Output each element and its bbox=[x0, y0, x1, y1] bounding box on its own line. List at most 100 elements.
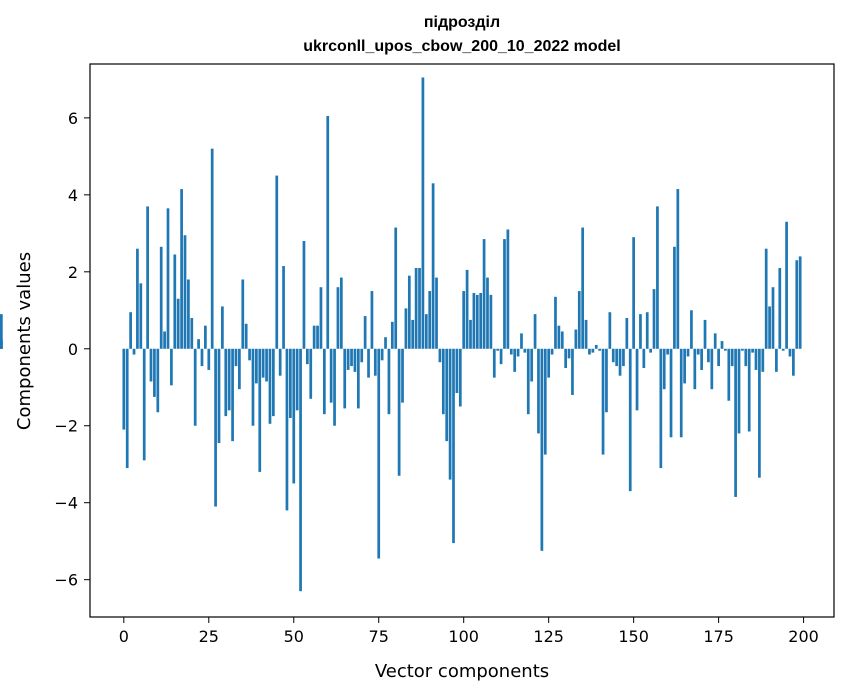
bar-172 bbox=[707, 348, 710, 363]
bar-196 bbox=[788, 348, 792, 357]
bar-123 bbox=[540, 348, 544, 551]
bar-194 bbox=[781, 348, 785, 351]
bar-10 bbox=[156, 348, 160, 413]
y-axis-ticks: −6 −4 −2 0 2 4 6 bbox=[54, 109, 90, 590]
x-axis-ticks: 0 25 50 75 100 125 150 175 200 bbox=[119, 617, 819, 646]
bar-141 bbox=[601, 348, 605, 455]
bar-157 bbox=[656, 206, 659, 349]
bar-undefined bbox=[0, 339, 3, 349]
bar-99 bbox=[458, 348, 462, 407]
bar-177 bbox=[724, 348, 727, 351]
bar-66 bbox=[346, 348, 350, 370]
bar-133 bbox=[574, 329, 578, 349]
bar-54 bbox=[305, 348, 309, 365]
bar-60 bbox=[326, 115, 330, 349]
bar-101 bbox=[465, 269, 469, 349]
bar-26 bbox=[210, 148, 214, 349]
bar-139 bbox=[594, 344, 598, 349]
y-tick-label: 0 bbox=[68, 340, 78, 359]
bar-19 bbox=[187, 279, 190, 349]
bar-82 bbox=[401, 348, 404, 403]
bar-25 bbox=[207, 348, 211, 370]
x-tick-label: 0 bbox=[119, 627, 129, 646]
bar-191 bbox=[771, 287, 775, 349]
bar-65 bbox=[343, 348, 347, 409]
bar-77 bbox=[384, 337, 387, 349]
bar-148 bbox=[625, 317, 629, 349]
bar-120 bbox=[530, 348, 534, 382]
bar-132 bbox=[571, 348, 574, 395]
bar-178 bbox=[727, 348, 731, 401]
bar-3 bbox=[132, 348, 136, 355]
bar-83 bbox=[404, 308, 408, 349]
bar-28 bbox=[217, 348, 221, 444]
plot-area-frame bbox=[89, 63, 835, 618]
bar-96 bbox=[448, 348, 452, 480]
bar-127 bbox=[554, 296, 557, 349]
bar-42 bbox=[265, 348, 268, 382]
bar-125 bbox=[547, 348, 551, 378]
bar-163 bbox=[676, 189, 680, 349]
bar-80 bbox=[394, 227, 398, 349]
bar-164 bbox=[679, 348, 683, 438]
bar-185 bbox=[751, 348, 754, 353]
bar-43 bbox=[268, 348, 272, 424]
bar-168 bbox=[693, 348, 697, 390]
bar-58 bbox=[319, 287, 323, 349]
bar-0 bbox=[122, 348, 126, 430]
bar-90 bbox=[428, 291, 432, 349]
bar-32 bbox=[231, 348, 234, 442]
chart-title-line-1: підрозділ bbox=[424, 14, 500, 31]
bar-181 bbox=[737, 348, 741, 434]
bar-36 bbox=[244, 323, 248, 349]
bar-1 bbox=[125, 348, 129, 469]
bar-198 bbox=[795, 260, 799, 349]
x-axis-label: Vector components bbox=[375, 661, 549, 682]
bar-187 bbox=[758, 348, 761, 478]
bar-171 bbox=[703, 319, 707, 349]
bar-146 bbox=[618, 348, 622, 376]
bar-104 bbox=[475, 294, 479, 349]
bar-23 bbox=[200, 348, 204, 367]
bar-44 bbox=[272, 348, 275, 417]
bar-131 bbox=[567, 348, 571, 359]
bar-184 bbox=[747, 348, 751, 432]
bar-55 bbox=[309, 348, 313, 399]
y-tick-label: −6 bbox=[54, 571, 78, 590]
bar-75 bbox=[377, 348, 381, 559]
bar-117 bbox=[520, 333, 523, 349]
bar-undefined bbox=[0, 314, 3, 349]
bar-122 bbox=[537, 348, 540, 434]
bar-166 bbox=[686, 348, 690, 357]
y-tick-label: 6 bbox=[68, 109, 78, 128]
bar-22 bbox=[197, 339, 200, 349]
y-tick-label: −2 bbox=[54, 417, 78, 436]
bar-51 bbox=[295, 348, 299, 411]
bar-39 bbox=[255, 348, 258, 384]
bar-46 bbox=[278, 348, 282, 376]
bar-179 bbox=[730, 348, 734, 367]
bar-110 bbox=[496, 348, 500, 351]
bar-85 bbox=[411, 319, 415, 349]
bar-129 bbox=[560, 331, 564, 349]
bar-17 bbox=[180, 189, 183, 349]
bar-97 bbox=[452, 348, 455, 544]
bar-16 bbox=[176, 298, 180, 349]
bar-112 bbox=[503, 239, 506, 349]
bar-93 bbox=[438, 348, 442, 363]
bar-153 bbox=[642, 348, 646, 369]
bar-176 bbox=[720, 341, 724, 349]
bar-144 bbox=[611, 348, 615, 363]
bar-89 bbox=[424, 314, 428, 349]
bar-69 bbox=[356, 348, 360, 409]
bar-38 bbox=[251, 348, 255, 426]
bar-21 bbox=[193, 348, 197, 426]
bar-186 bbox=[754, 348, 758, 370]
bar-94 bbox=[441, 348, 445, 415]
bar-49 bbox=[289, 348, 292, 419]
bar-48 bbox=[285, 348, 289, 511]
bar-188 bbox=[761, 348, 765, 372]
bar-165 bbox=[683, 348, 686, 384]
bar-24 bbox=[204, 325, 207, 349]
